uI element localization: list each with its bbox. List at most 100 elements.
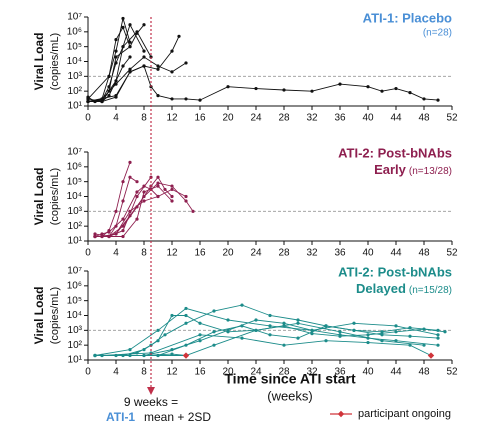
ongoing-marker [427, 352, 435, 359]
data-point [163, 187, 167, 192]
data-point [170, 187, 174, 192]
series-line [87, 56, 187, 102]
data-point [380, 333, 384, 337]
data-point [114, 49, 118, 53]
data-point [156, 184, 160, 188]
y-tick-label: 10³ [68, 206, 83, 217]
x-tick-label: 0 [85, 113, 91, 124]
data-point [324, 324, 328, 328]
panel-subtitle-line: Delayed (n=15/28) [356, 281, 452, 296]
x-tick-label: 20 [222, 248, 234, 259]
data-point [142, 353, 146, 358]
data-point [212, 343, 216, 347]
data-point [135, 194, 139, 199]
data-point [156, 94, 160, 98]
data-point [394, 86, 398, 91]
x-tick-label: 48 [418, 113, 430, 124]
data-point [100, 232, 104, 236]
data-point [156, 64, 160, 68]
x-tick-label: 48 [418, 248, 430, 259]
data-point [184, 321, 188, 325]
data-point [296, 321, 300, 325]
data-point [142, 190, 146, 194]
y-axis-title: Viral Load [32, 33, 46, 91]
annotation: mean + 2SD [144, 410, 211, 424]
series-line [94, 307, 439, 356]
x-tick-label: 52 [446, 248, 458, 259]
data-point [128, 67, 132, 71]
series-line [95, 176, 173, 237]
data-point [142, 23, 146, 27]
data-point [114, 209, 118, 213]
data-point [128, 23, 132, 27]
x-tick-label: 36 [334, 113, 346, 124]
data-point [338, 82, 342, 86]
x-tick-label: 20 [222, 367, 234, 378]
x-tick-label: 32 [306, 367, 318, 378]
y-tick-label: 10⁵ [67, 41, 82, 52]
x-tick-label: 16 [194, 248, 206, 259]
x-tick-label: 40 [362, 113, 374, 124]
data-point [394, 324, 398, 328]
data-point [282, 321, 286, 325]
data-point [366, 333, 370, 337]
data-point [142, 64, 146, 68]
data-point [380, 330, 384, 334]
data-point [107, 94, 111, 98]
y-tick-label: 10¹ [68, 236, 83, 247]
legend-marker [337, 410, 345, 418]
data-point [128, 160, 132, 164]
data-point [100, 99, 104, 104]
data-point [184, 97, 188, 101]
y-axis-unit: (copies/mL) [49, 33, 61, 90]
x-tick-label: 28 [278, 113, 290, 124]
data-point [156, 175, 160, 179]
data-point [268, 324, 272, 328]
data-point [142, 194, 146, 199]
data-point [121, 229, 125, 233]
data-point [121, 45, 125, 49]
data-point [422, 97, 426, 101]
data-point [128, 70, 132, 74]
data-point [198, 333, 202, 337]
data-point [156, 328, 160, 332]
x-tick-label: 32 [306, 248, 318, 259]
data-point [128, 55, 132, 59]
data-point [170, 352, 174, 356]
x-tick-label: 44 [390, 367, 402, 378]
data-point [93, 99, 97, 104]
x-tick-label: 52 [446, 367, 458, 378]
data-point [352, 321, 356, 325]
y-tick-label: 10¹ [68, 101, 83, 112]
x-tick-label: 24 [250, 113, 262, 124]
data-point [310, 328, 314, 332]
data-point [436, 98, 440, 102]
annotation: 9 weeks = [124, 395, 178, 409]
y-tick-label: 10² [68, 221, 83, 232]
y-tick-label: 10⁶ [67, 26, 82, 37]
panel-title: ATI-2: Post-bNAbs [338, 264, 452, 279]
data-point [93, 232, 97, 236]
x-tick-label: 0 [85, 367, 91, 378]
x-tick-label: 40 [362, 367, 374, 378]
data-point [184, 199, 188, 203]
series-line [87, 65, 439, 102]
data-point [254, 86, 258, 91]
data-point [366, 85, 370, 89]
data-point [128, 348, 132, 352]
data-point [107, 74, 111, 78]
data-point [121, 180, 125, 184]
data-point [240, 303, 244, 307]
data-point [380, 89, 384, 93]
data-point [268, 313, 272, 318]
arrow-head [147, 387, 155, 395]
y-tick-label: 10³ [68, 325, 83, 336]
x-tick-label: 0 [85, 248, 91, 259]
data-point [408, 91, 412, 95]
data-point [254, 318, 258, 322]
x-tick-label: 52 [446, 113, 458, 124]
data-point [100, 97, 104, 101]
data-point [86, 97, 90, 101]
y-axis-unit: (copies/mL) [49, 168, 61, 225]
data-point [408, 334, 412, 338]
